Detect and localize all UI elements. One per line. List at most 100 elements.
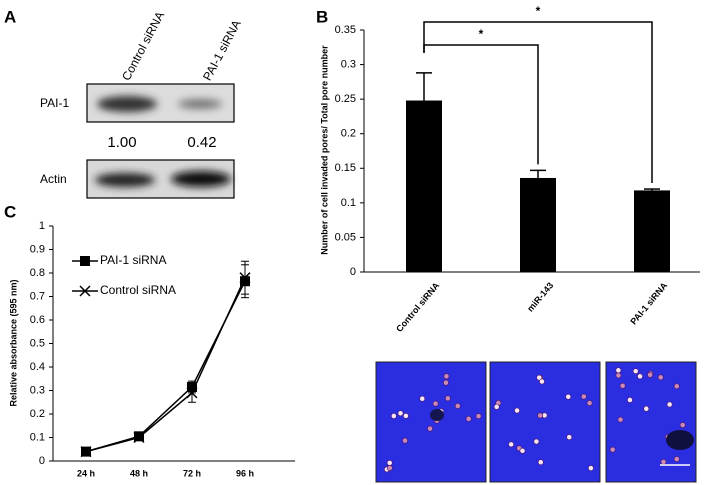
pore <box>660 459 667 465</box>
x-tick-label: 24 h <box>77 468 95 478</box>
x-tick-label: 72 h <box>183 468 201 478</box>
band <box>97 96 157 112</box>
legend-label: Control siRNA <box>100 283 176 297</box>
pore <box>390 413 397 419</box>
y-tick-label: 0.25 <box>335 93 356 105</box>
pore <box>632 368 639 375</box>
pore <box>508 441 515 448</box>
y-axis-label: Relative absorbance (595 nm) <box>8 279 18 406</box>
bracket <box>423 44 539 165</box>
marker <box>133 431 145 444</box>
y-tick-label: 0 <box>39 455 45 467</box>
error-bar <box>644 188 660 191</box>
panel-label: A <box>4 7 16 26</box>
column-label: PAI-1 siRNA <box>200 18 244 83</box>
pore <box>643 405 650 412</box>
y-tick-label: 1 <box>39 220 45 232</box>
pore <box>565 393 572 400</box>
y-tick-label: 0.7 <box>30 290 45 302</box>
pore <box>419 395 426 402</box>
debris <box>666 430 694 450</box>
marker <box>79 285 91 297</box>
x-tick-label: 48 h <box>130 468 148 478</box>
marker <box>186 387 198 399</box>
pore <box>586 400 593 406</box>
row-label: Actin <box>40 172 67 186</box>
pore <box>533 438 540 445</box>
panel-label: B <box>316 7 328 26</box>
pore <box>514 407 520 414</box>
pore <box>402 437 408 444</box>
pore <box>615 372 622 379</box>
y-tick-label: 0.3 <box>30 384 45 396</box>
column-label: Control siRNA <box>119 9 167 83</box>
y-axis-label: Number of cell invaded pores/ Total pore… <box>319 45 329 255</box>
y-tick-label: 0.9 <box>30 243 45 255</box>
pore <box>386 460 393 466</box>
bracket <box>423 21 653 184</box>
error-bar <box>530 169 546 178</box>
y-tick-label: 0.1 <box>341 197 356 209</box>
debris <box>430 409 444 421</box>
band <box>171 171 231 187</box>
band <box>178 99 222 109</box>
pore <box>679 422 686 428</box>
pore <box>519 447 526 454</box>
marker <box>239 272 251 284</box>
pore <box>443 373 450 380</box>
pore <box>537 412 544 419</box>
pore <box>454 403 461 409</box>
pore <box>397 410 404 417</box>
y-tick-label: 0.05 <box>335 231 356 243</box>
pore <box>539 378 545 385</box>
micrographs <box>375 361 697 483</box>
quantification: 0.42 <box>187 134 216 151</box>
pore <box>617 416 624 423</box>
pore <box>666 401 673 408</box>
panel-label: C <box>4 202 16 221</box>
row-label: PAI-1 <box>40 96 69 110</box>
pore <box>647 372 653 378</box>
annotation: * <box>479 27 484 41</box>
marker <box>80 446 92 458</box>
marker <box>80 256 90 266</box>
band <box>95 173 155 187</box>
pore <box>673 456 680 462</box>
pore <box>657 374 664 381</box>
micrograph <box>489 361 601 483</box>
y-tick-label: 0 <box>350 266 356 278</box>
x-tick-label: miR-143 <box>525 280 555 313</box>
error-bar <box>416 72 432 101</box>
pore <box>537 459 544 466</box>
pore <box>403 412 409 419</box>
y-tick-label: 0.8 <box>30 267 45 279</box>
pore <box>465 415 472 422</box>
bar <box>520 177 556 272</box>
x-tick-label: 96 h <box>236 468 254 478</box>
pore <box>493 403 500 410</box>
y-tick-label: 0.15 <box>335 162 356 174</box>
y-tick-label: 0.35 <box>335 24 356 36</box>
pore <box>427 425 433 432</box>
y-tick-label: 0.6 <box>30 314 45 326</box>
quantification: 1.00 <box>107 134 136 151</box>
pore <box>637 373 643 380</box>
pore <box>443 379 449 386</box>
bar <box>406 100 442 272</box>
pore <box>580 393 587 400</box>
pore <box>432 400 439 407</box>
pore <box>386 465 393 471</box>
pore <box>566 434 573 441</box>
pore <box>536 374 543 381</box>
pore <box>444 395 451 402</box>
y-tick-label: 0.2 <box>30 408 45 420</box>
micrograph <box>375 361 487 483</box>
pore <box>627 397 633 403</box>
bar <box>634 190 670 272</box>
pore <box>615 367 622 374</box>
legend-label: PAI-1 siRNA <box>100 253 166 267</box>
y-tick-label: 0.2 <box>341 128 356 140</box>
x-tick-label: PAI-1 siRNA <box>628 280 669 327</box>
pore <box>475 413 482 420</box>
